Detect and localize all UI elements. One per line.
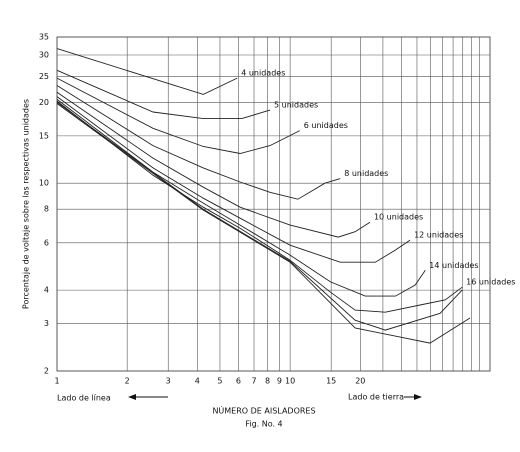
caption: Fig. No. 4	[245, 420, 282, 429]
x-tick-label: 6	[236, 377, 241, 386]
x-tick-label: 3	[166, 377, 171, 386]
y-tick-label: 3	[44, 319, 49, 328]
curve	[56, 96, 411, 263]
curve-label: 12 unidades	[414, 231, 463, 240]
plot-frame	[56, 36, 491, 372]
curve	[56, 91, 371, 238]
y-tick-label: 10	[39, 179, 49, 188]
x-tick-label: 15	[326, 377, 336, 386]
curve-label: 8 unidades	[344, 169, 388, 178]
curve-label: 4 unidades	[241, 69, 285, 78]
x-tick-label: 1	[54, 377, 59, 386]
y-tick-label: 4	[44, 286, 49, 295]
curve	[56, 99, 426, 297]
curve	[56, 101, 463, 331]
curve-label: 14 unidades	[429, 261, 478, 270]
right-note: Lado de tierra	[348, 393, 404, 402]
x-tick-label: 5	[217, 377, 222, 386]
curve-label: 16 unidades	[466, 278, 515, 287]
x-tick-label: 4	[195, 377, 200, 386]
y-tick-label: 2	[44, 367, 49, 376]
x-tick-label: 10	[285, 377, 295, 386]
y-tick-label: 35	[39, 33, 49, 42]
curve	[56, 48, 238, 95]
left-arrow-head	[128, 394, 136, 400]
curve	[56, 77, 301, 154]
curve-label: 5 unidades	[274, 101, 318, 110]
y-tick-label: 15	[39, 131, 49, 140]
x-tick-label: 8	[265, 377, 270, 386]
x-tick-label: 7	[251, 377, 256, 386]
left-note: Lado de línea	[57, 394, 111, 403]
y-tick-label: 6	[44, 238, 49, 247]
curve-label: 10 unidades	[374, 213, 423, 222]
y-tick-label: 8	[44, 205, 49, 214]
curve	[56, 85, 341, 200]
curve	[56, 103, 471, 344]
x-tick-label: 2	[125, 377, 130, 386]
curve-label: 6 unidades	[304, 121, 348, 130]
y-tick-label: 25	[39, 72, 49, 81]
y-tick-label: 20	[39, 98, 49, 107]
y-axis-label: Porcentaje de voltaje sobre las respecti…	[22, 99, 31, 309]
x-tick-label: 9	[277, 377, 282, 386]
curve	[56, 69, 271, 120]
x-axis-label: NÚMERO DE AISLADORES	[212, 405, 315, 416]
y-tick-label: 30	[39, 50, 49, 59]
right-arrow-head	[414, 394, 422, 400]
x-tick-label: 20	[355, 377, 365, 386]
